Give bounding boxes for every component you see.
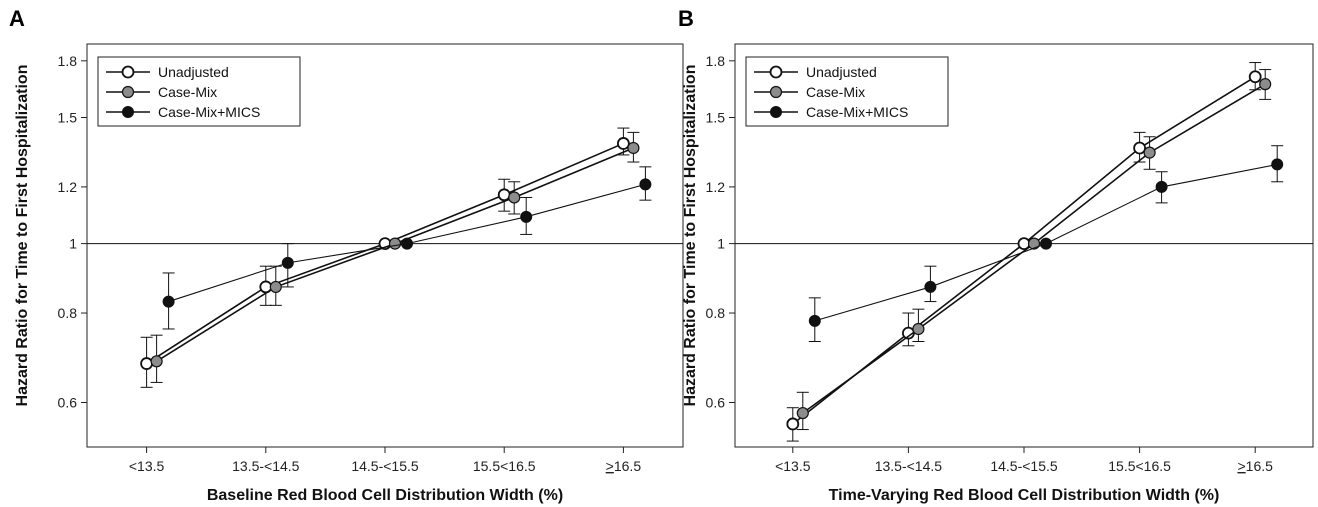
series-line <box>146 142 624 365</box>
legend-marker <box>121 85 135 99</box>
legend-label: Unadjusted <box>806 64 877 80</box>
data-point <box>1040 237 1052 250</box>
x-tick-label: 14.5-<15.5 <box>990 458 1058 474</box>
data-point <box>786 417 800 431</box>
panel-letter: B <box>678 6 694 31</box>
legend-marker <box>769 65 783 79</box>
data-point <box>617 137 630 150</box>
series-line <box>156 147 634 362</box>
x-axis-title: Baseline Red Blood Cell Distribution Wid… <box>207 487 563 504</box>
chart-panel-b: B 0.6 0.8 1 1.2 1.5 1.8 <13.5 13.5-<14.5 14.5-<15… <box>678 6 1314 504</box>
chart-panel-a: A 0.6 0.8 1 1.2 1.5 1.8 <13.5 13.5-<14.5 14.5-<15… <box>9 6 684 504</box>
data-point <box>796 406 809 420</box>
data-point <box>497 188 511 202</box>
data-point <box>150 355 163 368</box>
legend: Unadjusted Case-Mix Case-Mix+MICS <box>97 56 301 127</box>
y-tick-label: 1 <box>69 236 77 252</box>
y-axis-title: Hazard Ratio for Time to First Hospitali… <box>14 65 31 407</box>
series-unadjusted <box>140 127 630 388</box>
data-point <box>1271 158 1284 171</box>
data-point <box>140 357 154 370</box>
series-case-mix-mics <box>808 145 1284 343</box>
data-point <box>520 210 533 223</box>
x-tick-value: 16.5 <box>614 458 641 474</box>
data-point <box>1259 78 1272 91</box>
y-tick-label: 1.5 <box>706 110 726 126</box>
data-point <box>1027 237 1041 250</box>
data-point <box>1155 180 1168 193</box>
data-point <box>269 280 282 294</box>
y-tick-label: 0.6 <box>58 394 78 410</box>
series-case-mix <box>150 131 640 383</box>
x-tick-value: 16.5 <box>1246 458 1273 474</box>
y-tick-label: 1.8 <box>706 53 726 69</box>
data-point <box>162 295 175 308</box>
series-case-mix-mics <box>162 166 652 330</box>
legend: Unadjusted Case-Mix Case-Mix+MICS <box>745 56 949 127</box>
x-tick-label: 14.5-<15.5 <box>351 458 419 474</box>
x-axis-title: Time-Varying Red Blood Cell Distribution… <box>829 487 1220 504</box>
series-case-mix <box>796 69 1272 431</box>
data-point <box>639 178 652 191</box>
x-tick-label: 13.5-<14.5 <box>875 458 943 474</box>
legend-label: Unadjusted <box>158 64 229 80</box>
x-tick-symbol: > <box>1237 458 1245 474</box>
x-tick-label: 15.5<16.5 <box>1108 458 1171 474</box>
y-tick-label: 0.8 <box>706 305 726 321</box>
data-point <box>401 237 413 250</box>
legend-marker <box>770 106 782 118</box>
legend-label: Case-Mix+MICS <box>806 104 908 120</box>
data-point <box>924 280 937 293</box>
x-tick-label: 13.5-<14.5 <box>232 458 300 474</box>
data-point <box>1143 146 1156 159</box>
y-tick-label: 0.6 <box>706 394 726 410</box>
y-tick-label: 1.2 <box>58 179 78 195</box>
data-point <box>508 191 521 204</box>
x-tick-label: >16.5 <box>1237 458 1273 474</box>
y-axis-title: Hazard Ratio for Time to First Hospitali… <box>682 65 699 407</box>
data-point <box>1133 141 1146 155</box>
legend-marker <box>121 65 135 79</box>
legend-label: Case-Mix <box>158 84 217 100</box>
data-point <box>1248 70 1262 84</box>
data-point <box>808 314 821 327</box>
y-tick-label: 1.2 <box>706 179 726 195</box>
legend-marker <box>122 106 134 118</box>
y-tick-label: 0.8 <box>58 305 78 321</box>
x-tick-label: <13.5 <box>129 458 165 474</box>
data-point <box>912 322 925 336</box>
legend-marker <box>769 85 783 99</box>
x-tick-label: <13.5 <box>775 458 811 474</box>
y-tick-label: 1.8 <box>58 53 78 69</box>
legend-label: Case-Mix <box>806 84 865 100</box>
data-point <box>388 237 402 250</box>
y-tick-label: 1 <box>717 236 725 252</box>
y-tick-label: 1.5 <box>58 110 78 126</box>
data-point <box>281 256 294 269</box>
data-point <box>627 141 640 155</box>
legend-label: Case-Mix+MICS <box>158 104 260 120</box>
x-tick-label: 15.5<16.5 <box>473 458 536 474</box>
panel-letter: A <box>9 6 25 31</box>
x-tick-symbol: > <box>606 458 614 474</box>
x-tick-label: >16.5 <box>606 458 642 474</box>
